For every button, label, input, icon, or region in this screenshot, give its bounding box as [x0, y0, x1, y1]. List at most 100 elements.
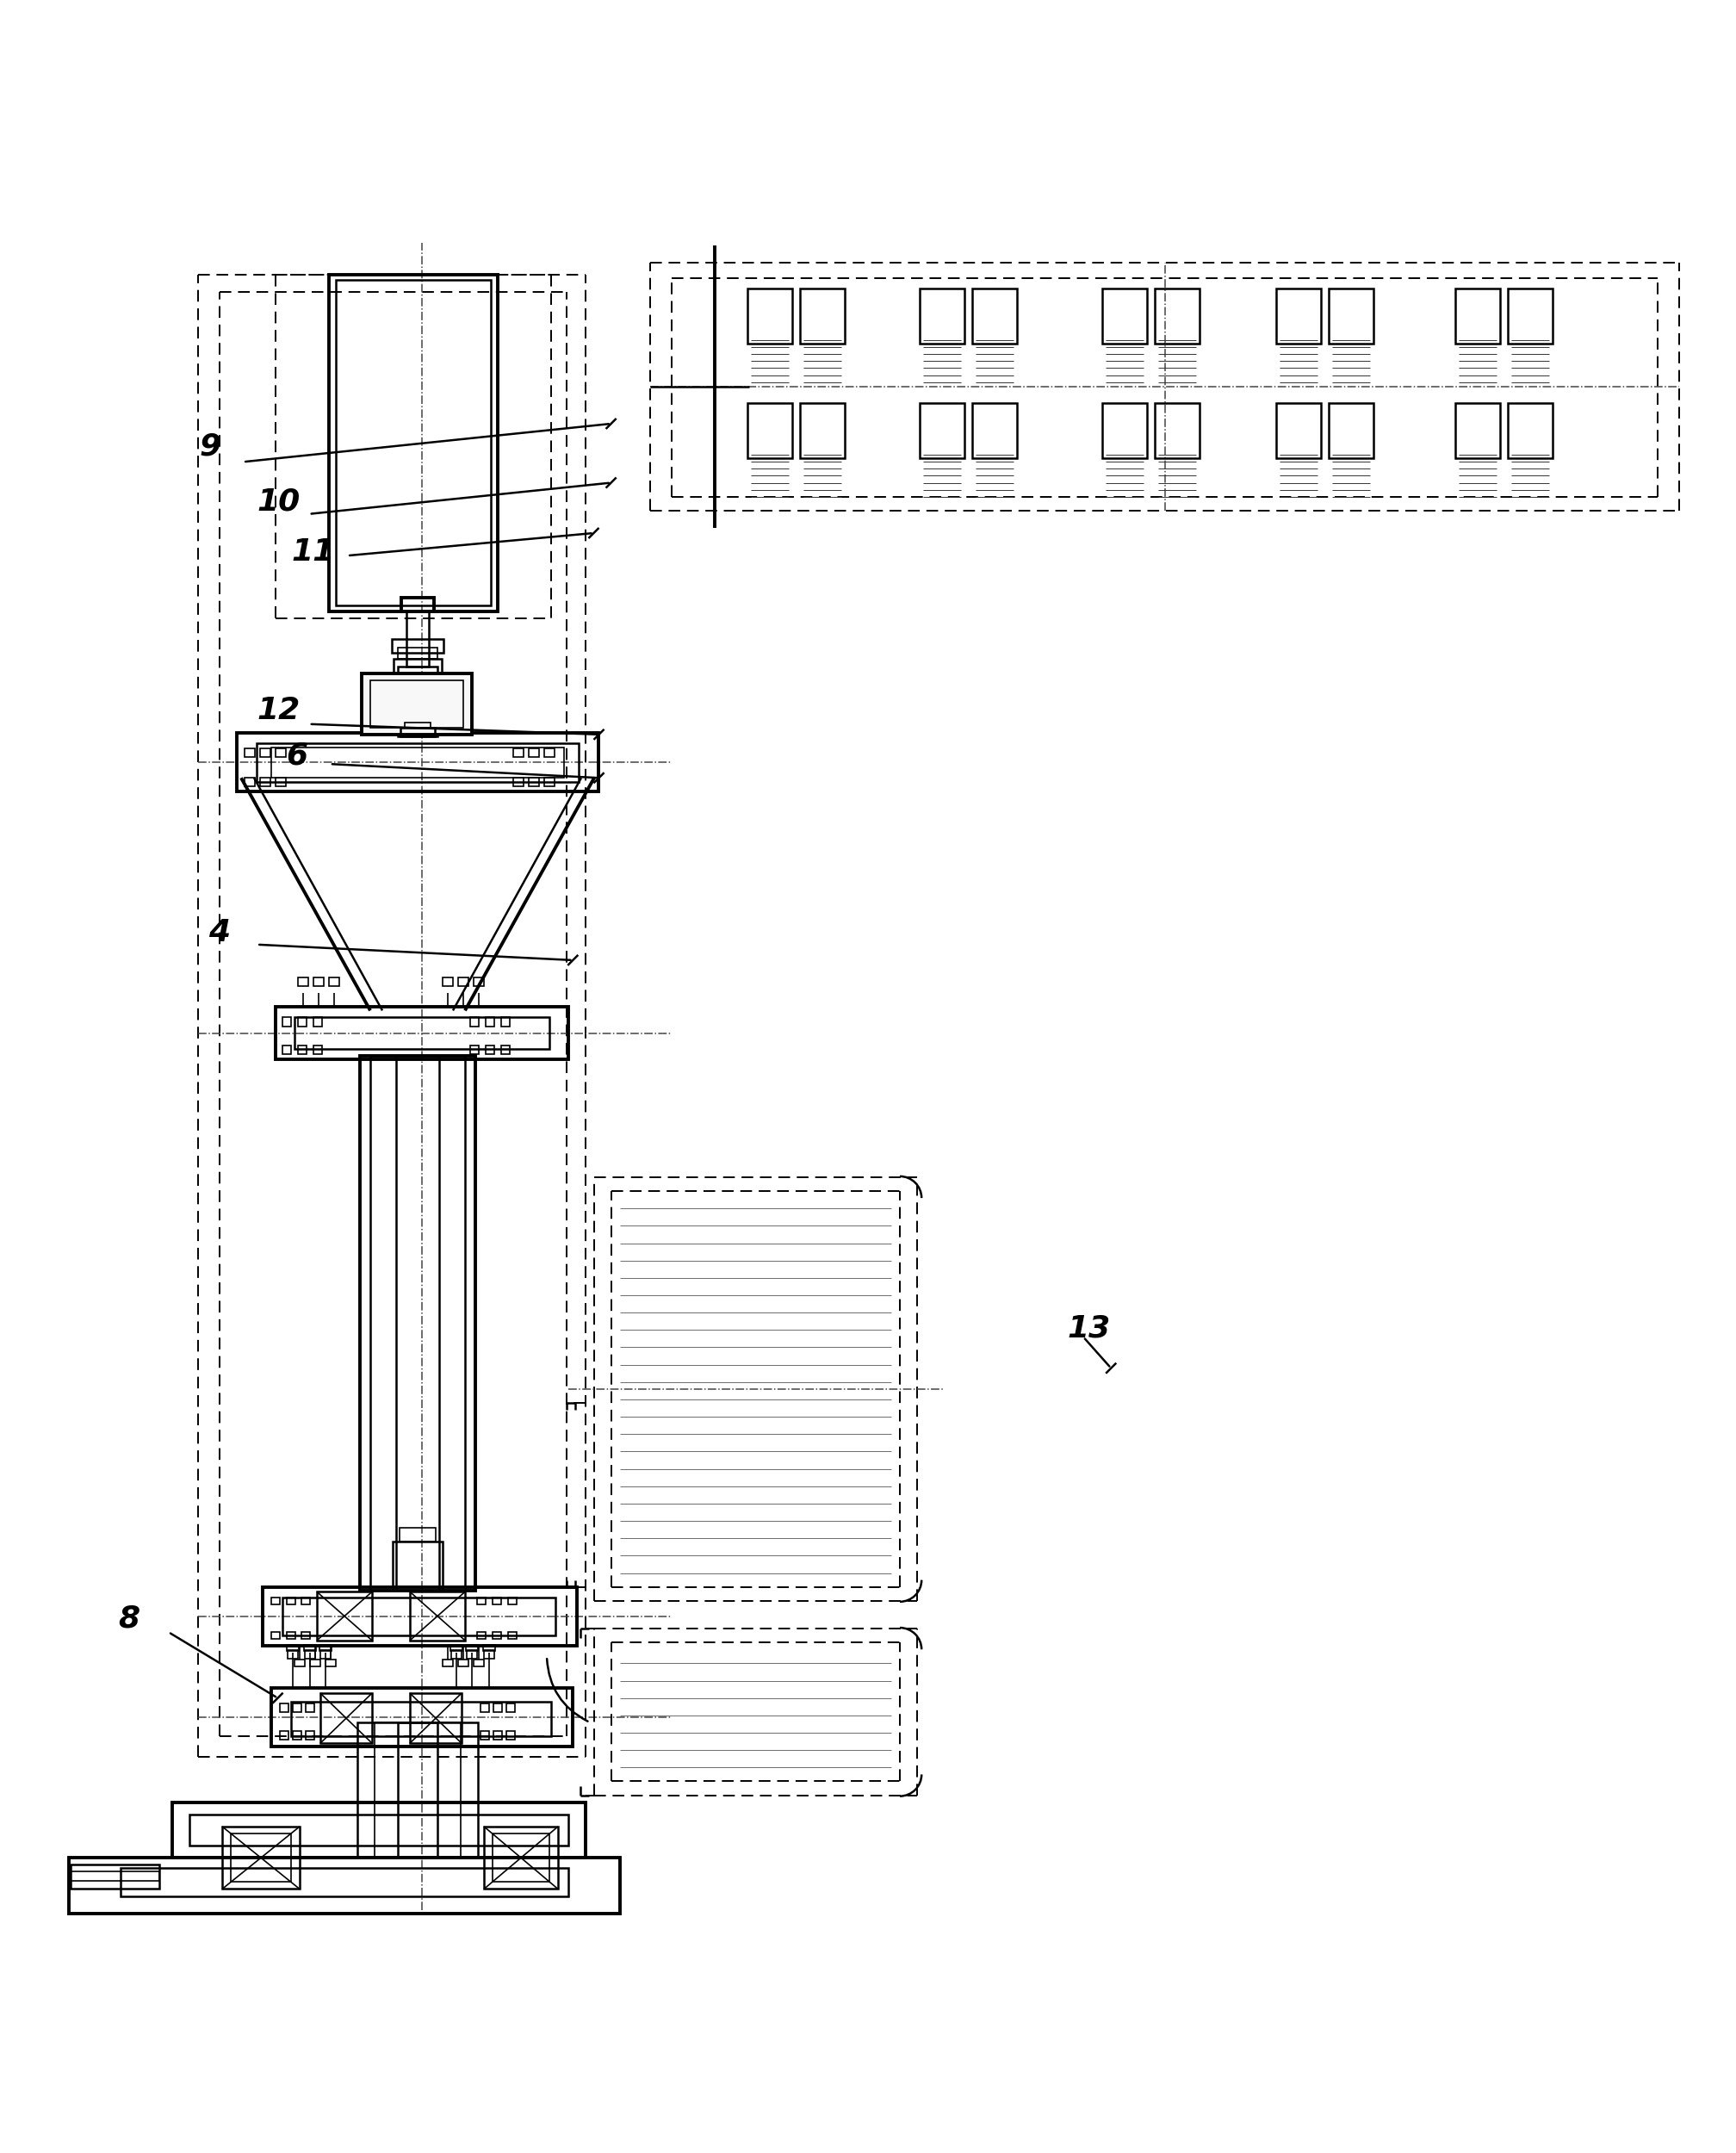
Bar — [311, 1660, 321, 1666]
Bar — [319, 1645, 332, 1651]
Bar — [1455, 289, 1500, 344]
Bar — [120, 1869, 568, 1897]
Bar — [288, 1649, 299, 1658]
Bar — [271, 747, 564, 777]
Bar — [401, 728, 434, 736]
Bar — [509, 1632, 517, 1638]
Bar — [69, 1858, 620, 1914]
Bar — [1455, 403, 1500, 459]
Text: 4: 4 — [208, 917, 229, 947]
Text: 6: 6 — [286, 741, 307, 771]
Bar — [271, 1632, 279, 1638]
Bar — [1154, 403, 1200, 459]
Bar — [800, 403, 845, 459]
Bar — [326, 1660, 335, 1666]
Bar — [231, 1834, 292, 1882]
Bar — [800, 289, 845, 344]
Bar — [443, 1660, 453, 1666]
Bar — [283, 1018, 292, 1027]
Bar — [358, 1722, 477, 1858]
Bar — [1102, 403, 1147, 459]
Bar — [470, 1018, 479, 1027]
Bar — [359, 1055, 476, 1591]
Bar — [1330, 403, 1373, 459]
Bar — [406, 611, 429, 667]
Bar — [283, 1598, 556, 1636]
Bar — [295, 1660, 306, 1666]
Bar — [972, 289, 1017, 344]
Bar — [507, 1731, 516, 1740]
Bar — [304, 1645, 316, 1651]
Bar — [260, 777, 271, 786]
Bar — [474, 1660, 484, 1666]
Bar — [398, 1722, 437, 1858]
Bar — [502, 1044, 510, 1055]
Bar — [484, 1649, 495, 1658]
Bar — [262, 1587, 576, 1645]
Bar — [321, 1692, 372, 1744]
Bar — [458, 977, 469, 986]
Bar — [370, 1055, 465, 1591]
Bar — [458, 1660, 469, 1666]
Bar — [295, 1018, 549, 1049]
Bar — [1102, 289, 1147, 344]
Bar — [514, 777, 524, 786]
Bar — [474, 977, 484, 986]
Bar — [245, 749, 255, 758]
Bar — [392, 639, 443, 652]
Bar — [314, 1044, 323, 1055]
Bar — [1276, 403, 1321, 459]
Bar — [920, 403, 965, 459]
Bar — [493, 1598, 502, 1604]
Bar — [293, 1731, 302, 1740]
Bar — [748, 289, 792, 344]
Bar — [486, 1018, 495, 1027]
Bar — [302, 1598, 311, 1604]
Bar — [306, 1703, 314, 1712]
Bar — [509, 1598, 517, 1604]
Bar — [443, 977, 453, 986]
Bar — [1154, 289, 1200, 344]
Bar — [404, 721, 431, 728]
Bar — [260, 749, 271, 758]
Bar — [467, 1649, 477, 1658]
Bar — [71, 1871, 160, 1882]
Bar — [507, 1703, 516, 1712]
Bar — [410, 1692, 462, 1744]
Bar — [292, 1701, 550, 1735]
Bar — [483, 1645, 495, 1651]
Bar — [306, 1649, 316, 1658]
Bar — [318, 1591, 372, 1641]
Bar — [493, 1703, 502, 1712]
Bar — [236, 732, 599, 792]
Bar — [392, 1542, 443, 1591]
Bar — [283, 1044, 292, 1055]
Bar — [477, 1598, 486, 1604]
Bar — [71, 1864, 160, 1888]
Bar — [189, 1815, 568, 1845]
Bar — [1509, 289, 1552, 344]
Bar — [398, 648, 437, 659]
Bar — [398, 667, 437, 736]
Bar — [279, 1703, 288, 1712]
Bar — [450, 1645, 462, 1651]
Bar — [493, 1632, 502, 1638]
Bar — [543, 777, 554, 786]
Bar — [245, 777, 255, 786]
Bar — [1330, 289, 1373, 344]
Bar — [465, 1645, 477, 1651]
Bar — [286, 1598, 295, 1604]
Bar — [481, 1731, 490, 1740]
Bar — [470, 1044, 479, 1055]
Bar — [375, 1722, 460, 1858]
Bar — [302, 1632, 311, 1638]
Text: 11: 11 — [292, 538, 335, 566]
Bar — [276, 749, 286, 758]
Bar — [451, 1649, 462, 1658]
Bar — [271, 1598, 279, 1604]
Bar — [748, 403, 792, 459]
Text: 13: 13 — [1068, 1313, 1111, 1343]
Bar — [920, 289, 965, 344]
Bar — [484, 1826, 557, 1888]
Bar — [276, 777, 286, 786]
